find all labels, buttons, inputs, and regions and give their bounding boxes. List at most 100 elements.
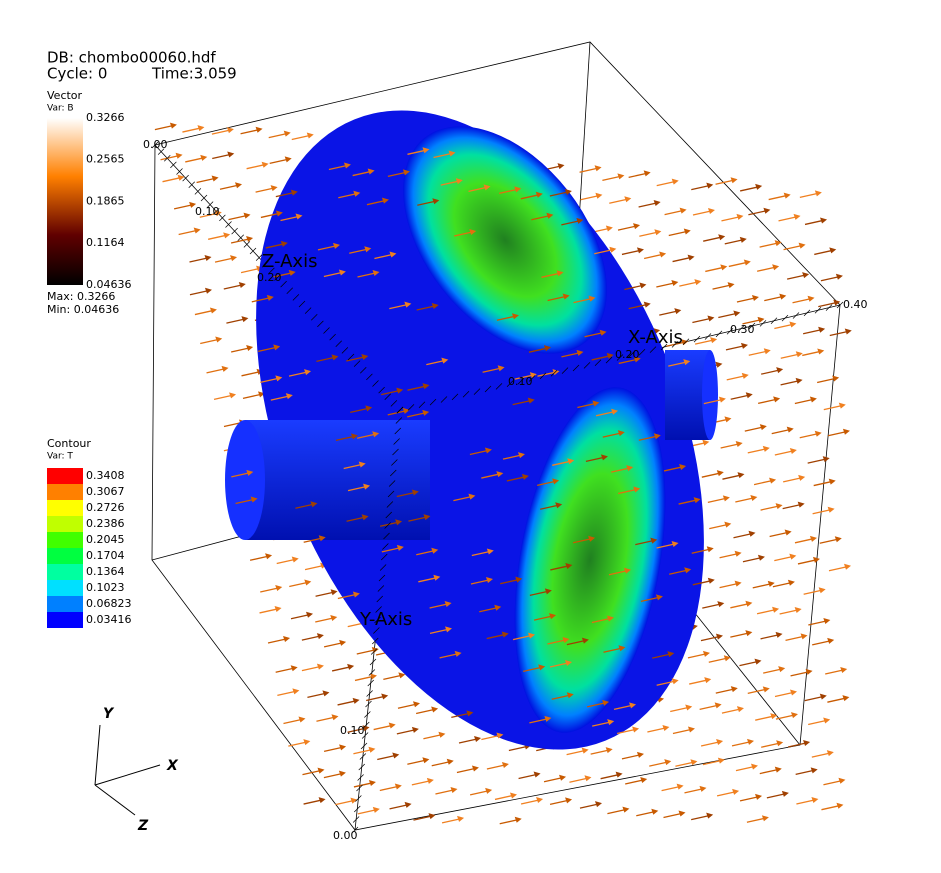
arrow-head: [772, 264, 780, 271]
axis-tick: [383, 532, 390, 540]
arrow-head: [789, 448, 797, 455]
vector-arrow: [747, 448, 766, 454]
arrow-head: [250, 496, 258, 503]
vector-arrow: [649, 761, 668, 767]
arrow-head: [432, 198, 440, 205]
arrow-head: [734, 550, 742, 557]
arrow-head: [751, 294, 759, 301]
vector-arrow: [779, 609, 798, 615]
axis-tick: [206, 201, 214, 208]
axis-tick: [393, 438, 400, 445]
vector-arrow: [397, 703, 417, 709]
vector-arrow: [731, 741, 751, 747]
arrow-head: [717, 757, 725, 764]
arrow-head: [369, 673, 377, 680]
arrow-head: [778, 666, 786, 673]
arrow-head: [444, 600, 452, 607]
contour-legend-label: 0.2045: [86, 533, 125, 546]
axis-tick: [451, 393, 459, 401]
arrow-head: [372, 806, 380, 813]
axis-tick: [396, 406, 404, 414]
vector-arrow: [672, 256, 691, 263]
arrow-head: [388, 722, 396, 729]
axis-tick: [194, 188, 202, 195]
vector-arrow: [721, 708, 741, 714]
arrow-head: [615, 771, 623, 778]
vector-arrow: [407, 412, 426, 418]
axis-tick: [605, 356, 613, 364]
vector-arrow: [289, 581, 308, 588]
arrow-head: [820, 217, 828, 224]
arrow-head: [727, 282, 735, 289]
vector-arrow: [730, 603, 749, 609]
contour-swatch: [47, 532, 83, 548]
vector-arrow: [291, 134, 310, 141]
axis-tick: [365, 700, 372, 708]
arrow-head: [827, 506, 835, 513]
vector-arrow: [230, 238, 250, 244]
arrow-head: [671, 678, 679, 685]
vector-arrow: [668, 361, 687, 367]
vector-arrow: [267, 638, 287, 644]
vector-arrow: [577, 402, 596, 409]
vector-arrow: [500, 579, 519, 585]
vector-arrow: [199, 212, 218, 218]
axis-tick: [390, 400, 398, 407]
axis-tick: [378, 386, 385, 394]
vector-arrow: [661, 785, 680, 792]
arrow-head: [496, 732, 504, 739]
vector-arrow: [602, 175, 621, 182]
vector-arrow: [584, 332, 603, 338]
vector-arrow: [377, 754, 396, 761]
vector-arrow: [433, 152, 452, 159]
axis-tick: [726, 328, 734, 335]
arrow-head: [576, 217, 584, 224]
arrow-head: [422, 383, 430, 390]
arrow-head: [588, 535, 596, 542]
vector-arrow: [764, 296, 783, 302]
vector-arrow: [636, 811, 655, 817]
vector-arrow: [639, 231, 658, 237]
arrow-head: [330, 589, 338, 596]
vector-arrow: [185, 157, 204, 163]
arrow-head: [814, 430, 822, 437]
arrow-head: [350, 433, 358, 440]
arrow-head: [759, 424, 767, 431]
axis-tick: [376, 595, 383, 603]
vector-field-front: [154, 122, 848, 824]
vector-arrow: [173, 204, 193, 210]
vector-arrow: [242, 393, 262, 399]
arrow-head: [741, 372, 749, 379]
arrow-head: [605, 225, 613, 232]
arrow-head: [555, 502, 563, 509]
arrow-head: [745, 630, 753, 637]
vector-arrow: [301, 666, 321, 672]
vector-arrow: [739, 796, 759, 802]
vector-arrow: [531, 215, 550, 221]
arrow-head: [404, 301, 412, 308]
axis-tick: [351, 826, 359, 834]
arrow-head: [774, 766, 782, 773]
arrow-head: [318, 797, 326, 804]
vector-arrow: [383, 674, 402, 681]
axis-tick: [715, 330, 723, 338]
arrow-head: [716, 470, 724, 477]
vector-arrow: [628, 172, 647, 179]
axis-tick: [356, 784, 363, 792]
arrow-head: [565, 797, 573, 804]
axis-tick: [363, 721, 370, 729]
vector-arrow: [652, 653, 671, 659]
arrow-head: [298, 716, 306, 723]
arrow-head: [422, 757, 430, 764]
vector-arrow: [761, 369, 780, 375]
vector-arrow: [407, 149, 426, 155]
axis-tick: [682, 338, 690, 345]
arrow-head: [633, 356, 641, 363]
vector-arrow: [389, 303, 408, 310]
vector-arrow: [774, 556, 793, 562]
arrow-head: [565, 562, 573, 569]
arrow-head: [762, 445, 770, 452]
arrow-head: [565, 660, 573, 667]
vector-arrow: [691, 184, 710, 191]
vector-arrow: [246, 164, 265, 170]
